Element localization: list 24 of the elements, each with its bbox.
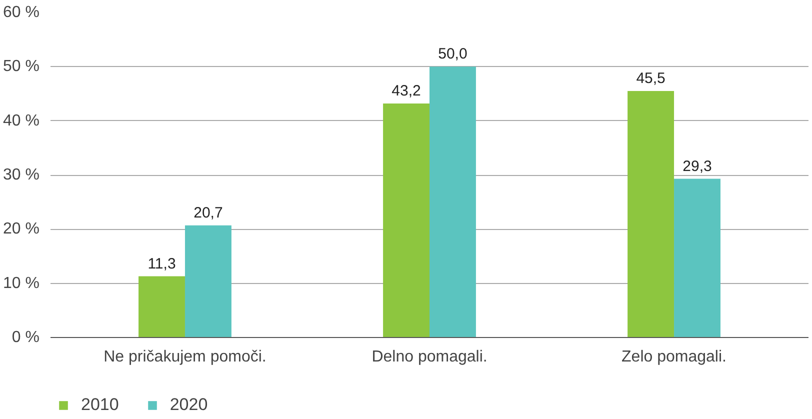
data-label: 43,2 xyxy=(392,82,421,100)
y-tick-label: 30 % xyxy=(3,166,40,184)
y-tick-label: 10 % xyxy=(3,274,40,292)
data-label: 29,3 xyxy=(682,158,712,175)
bar xyxy=(430,66,476,338)
data-label: 45,5 xyxy=(636,70,666,88)
bar xyxy=(628,91,674,338)
y-tick-label: 40 % xyxy=(3,112,40,130)
data-label: 20,7 xyxy=(194,204,223,222)
x-tick-label: Zelo pomagali. xyxy=(622,348,726,366)
bar xyxy=(138,276,185,338)
y-tick-label: 20 % xyxy=(3,220,40,238)
x-tick-label: Ne pričakujem pomoči. xyxy=(104,348,266,366)
legend-label: 2020 xyxy=(170,395,208,415)
bar xyxy=(674,178,720,338)
data-label: 11,3 xyxy=(148,255,176,272)
legend-label: 2010 xyxy=(81,395,119,415)
y-tick-label: 50 % xyxy=(3,58,40,76)
bar xyxy=(383,104,430,338)
y-tick-label: 0 % xyxy=(12,329,40,346)
x-tick-label: Delno pomagali. xyxy=(372,348,488,366)
y-tick-label: 60 % xyxy=(3,4,40,21)
bar xyxy=(184,225,232,338)
data-label: 50,0 xyxy=(438,46,468,63)
